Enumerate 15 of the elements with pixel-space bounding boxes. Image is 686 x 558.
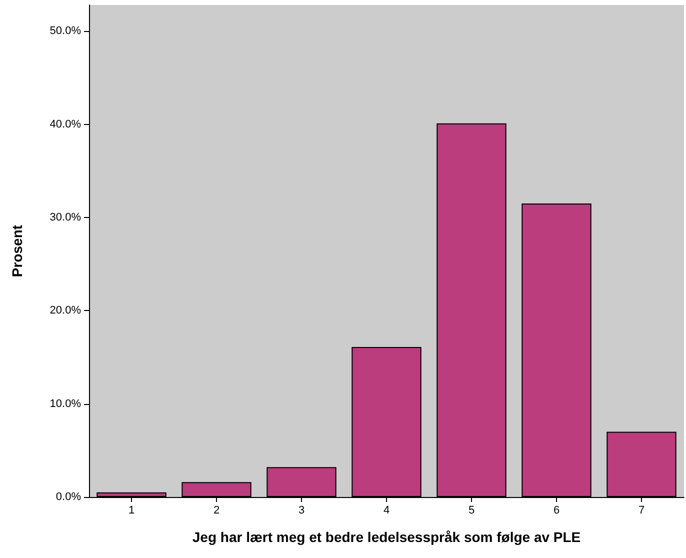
y-axis-title: Prosent [9, 224, 25, 278]
y-tick-label: 20.0% [50, 304, 82, 317]
x-axis-title: Jeg har lært meg et bedre ledelsesspråk som følge av PLE [192, 529, 581, 545]
x-tick-label: 4 [383, 504, 390, 516]
x-tick-label: 2 [213, 504, 220, 516]
x-tick-label: 3 [298, 504, 305, 516]
y-tick-label: 30.0% [50, 211, 82, 224]
x-tick-label: 1 [128, 504, 135, 516]
x-tick-label: 6 [553, 504, 560, 516]
y-tick-label: 10.0% [50, 398, 82, 410]
y-tick-label: 50.0% [50, 25, 82, 38]
y-tick-label: 40.0% [50, 118, 82, 130]
y-tick-label: 0.0% [56, 491, 82, 503]
x-tick-label: 7 [638, 504, 645, 516]
x-tick-label: 5 [468, 504, 475, 516]
